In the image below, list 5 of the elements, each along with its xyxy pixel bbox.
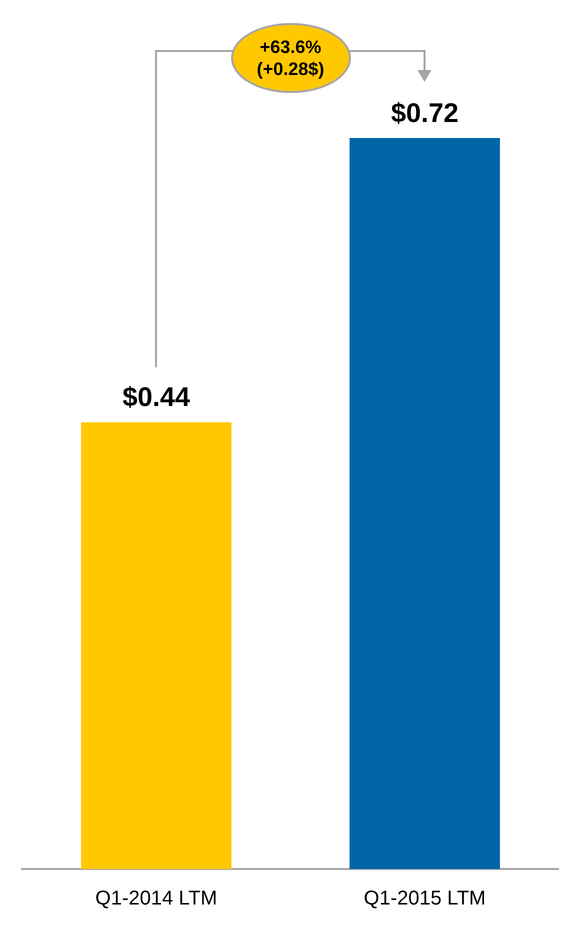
x-tick-label: Q1-2014 LTM	[95, 888, 218, 910]
data-label: $0.44	[122, 382, 190, 412]
x-tick-label: Q1-2015 LTM	[364, 888, 486, 910]
data-label: $0.72	[390, 98, 459, 128]
text: +63.6% (+0.28$)	[230, 23, 350, 93]
